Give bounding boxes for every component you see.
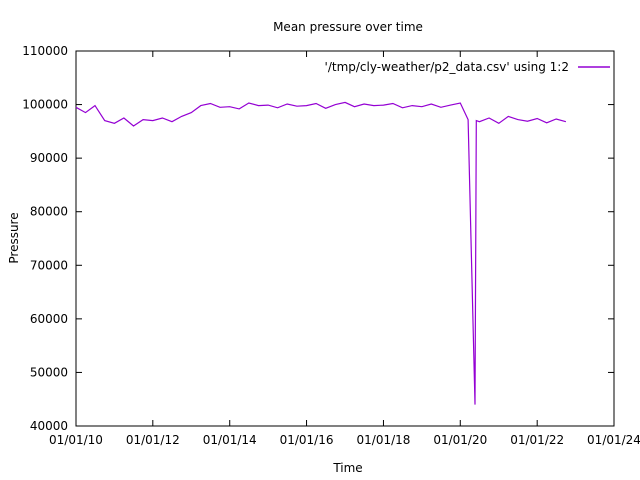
y-axis-label: Pressure — [7, 212, 21, 263]
y-tick-label: 60000 — [30, 312, 68, 326]
legend-label: '/tmp/cly-weather/p2_data.csv' using 1:2 — [325, 60, 569, 74]
x-axis-label: Time — [332, 461, 362, 475]
series-layer — [75, 101, 567, 405]
x-tick-label: 01/01/12 — [126, 433, 180, 447]
chart-title: Mean pressure over time — [273, 20, 423, 34]
y-tick-label: 90000 — [30, 151, 68, 165]
x-tick-label: 01/01/22 — [510, 433, 564, 447]
y-tick-label: 70000 — [30, 258, 68, 272]
x-tick-label: 01/01/20 — [433, 433, 487, 447]
x-tick-label: 01/01/18 — [357, 433, 411, 447]
x-tick-label: 01/01/24 — [587, 433, 640, 447]
x-axis: 01/01/10 01/01/12 01/01/14 01/01/16 01/01/18… — [49, 51, 640, 447]
y-tick-label: 110000 — [22, 44, 68, 58]
y-axis: 40000 50000 60000 70000 80000 90000 100000 1100… — [22, 44, 614, 433]
series-line — [75, 101, 567, 405]
y-tick-label: 100000 — [22, 98, 68, 112]
x-tick-label: 01/01/16 — [280, 433, 334, 447]
x-tick-label: 01/01/10 — [49, 433, 103, 447]
y-tick-label: 50000 — [30, 365, 68, 379]
legend: '/tmp/cly-weather/p2_data.csv' using 1:2 — [325, 60, 610, 74]
plot-frame — [75, 50, 615, 427]
y-tick-label: 40000 — [30, 419, 68, 433]
x-tick-label: 01/01/14 — [203, 433, 257, 447]
y-tick-label: 80000 — [30, 205, 68, 219]
